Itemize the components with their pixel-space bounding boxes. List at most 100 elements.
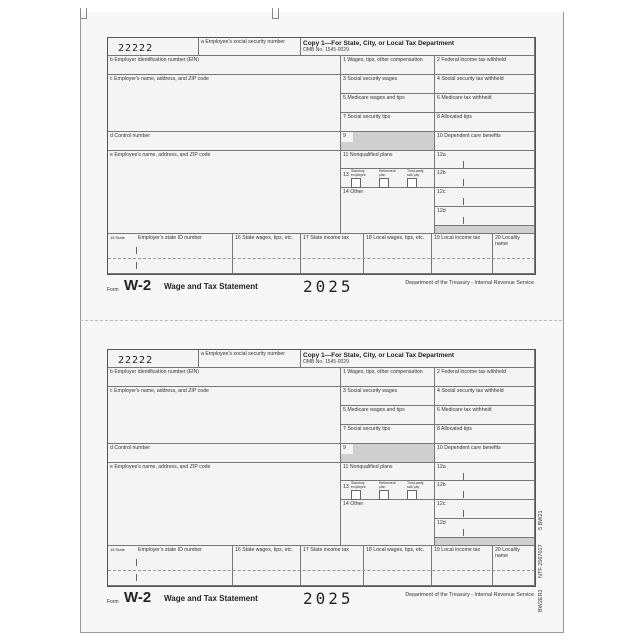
control-code-box: 22222 bbox=[108, 38, 199, 56]
box-15[interactable]: 15 State Employer's state ID number bbox=[108, 234, 233, 274]
box-15[interactable]: 15 State Employer's state ID number bbox=[108, 546, 233, 586]
box-5[interactable]: 5 Medicare wages and tips bbox=[341, 406, 435, 425]
box-10[interactable]: 10 Dependent care benefits bbox=[435, 444, 535, 463]
box-e-employee[interactable]: e Employee's name, address, and ZIP code bbox=[108, 151, 341, 234]
box-12a[interactable]: 12a bbox=[435, 463, 535, 481]
box-3[interactable]: 3 Social security wages bbox=[341, 75, 435, 94]
code-divider bbox=[463, 473, 464, 480]
box-12c[interactable]: 12c bbox=[435, 500, 535, 519]
checkbox-label: Statutory employee bbox=[351, 169, 366, 177]
box-5[interactable]: 5 Medicare wages and tips bbox=[341, 94, 435, 113]
checkbox-box13_thirdparty[interactable] bbox=[407, 178, 417, 188]
box-12b[interactable]: 12b bbox=[435, 169, 535, 188]
box-label: 12b bbox=[437, 170, 446, 176]
side-code: 5 BW21 bbox=[538, 510, 544, 530]
box-label: Employer's state ID number bbox=[138, 547, 202, 553]
checkbox-box13_statutory[interactable] bbox=[351, 490, 361, 500]
form-number: W-2 bbox=[124, 277, 152, 294]
box-label: 11 Nonqualified plans bbox=[343, 464, 393, 470]
box-2[interactable]: 2 Federal income tax withheld bbox=[435, 56, 535, 75]
box-13[interactable]: 13 Statutory employee Retirement plan Third… bbox=[341, 169, 435, 188]
box-b-ein[interactable]: b Employer identification number (EIN) bbox=[108, 368, 341, 387]
box-12d[interactable]: 12d bbox=[435, 207, 535, 226]
box-label: 17 State income tax bbox=[303, 235, 349, 241]
box-a-ssn[interactable]: a Employee's social security number bbox=[199, 350, 301, 368]
footer-form-label: Form bbox=[107, 599, 119, 605]
department-label: Department of the Treasury - Internal Re… bbox=[405, 592, 534, 598]
box-6[interactable]: 6 Medicare tax withheld bbox=[435, 94, 535, 113]
box-1[interactable]: 1 Wages, tips, other compensation bbox=[341, 368, 435, 387]
checkbox-box13_retirement[interactable] bbox=[379, 490, 389, 500]
box-7[interactable]: 7 Social security tips bbox=[341, 425, 435, 444]
box-12d[interactable]: 12d bbox=[435, 519, 535, 538]
box-e-employee[interactable]: e Employee's name, address, and ZIP code bbox=[108, 463, 341, 546]
copy-header: Copy 1—For State, City, or Local Tax Dep… bbox=[301, 350, 535, 368]
box-label: 10 Dependent care benefits bbox=[437, 133, 501, 139]
footer-form-label: Form bbox=[107, 287, 119, 293]
box-18[interactable]: 18 Local wages, tips, etc. bbox=[364, 234, 432, 274]
box-7[interactable]: 7 Social security tips bbox=[341, 113, 435, 132]
box-label: 14 Other bbox=[343, 189, 364, 195]
box-19[interactable]: 19 Local income tax bbox=[432, 546, 493, 586]
box-16[interactable]: 16 State wages, tips, etc. bbox=[233, 546, 301, 586]
omb-number: OMB No. 1545-0029 bbox=[303, 359, 349, 366]
box-2[interactable]: 2 Federal income tax withheld bbox=[435, 368, 535, 387]
box-label: 13 bbox=[343, 172, 349, 178]
checkbox-box13_retirement[interactable] bbox=[379, 178, 389, 188]
box-12c[interactable]: 12c bbox=[435, 188, 535, 207]
box-20[interactable]: 20 Locality name bbox=[493, 546, 535, 586]
box-13[interactable]: 13 Statutory employee Retirement plan Third… bbox=[341, 481, 435, 500]
box-19[interactable]: 19 Local income tax bbox=[432, 234, 493, 274]
box-4[interactable]: 4 Social security tax withheld bbox=[435, 75, 535, 94]
department-label: Department of the Treasury - Internal Re… bbox=[405, 280, 534, 286]
box-d-control[interactable]: d Control number bbox=[108, 132, 341, 151]
box-4[interactable]: 4 Social security tax withheld bbox=[435, 387, 535, 406]
form-footer: Form W-2 Wage and Tax Statement 2025 Departm… bbox=[107, 277, 534, 297]
copy-title: Copy 1—For State, City, or Local Tax Dep… bbox=[303, 40, 455, 47]
grey-shade bbox=[353, 444, 434, 462]
box-18[interactable]: 18 Local wages, tips, etc. bbox=[364, 546, 432, 586]
checkbox-box13_thirdparty[interactable] bbox=[407, 490, 417, 500]
box-11[interactable]: 11 Nonqualified plans bbox=[341, 463, 435, 481]
box-label: 5 Medicare wages and tips bbox=[343, 95, 405, 101]
box-14[interactable]: 14 Other bbox=[341, 188, 435, 234]
box-c-employer[interactable]: c Employer's name, address, and ZIP code bbox=[108, 75, 341, 132]
code-divider bbox=[463, 179, 464, 186]
box-20[interactable]: 20 Locality name bbox=[493, 234, 535, 274]
box-12b[interactable]: 12b bbox=[435, 481, 535, 500]
box-label: a Employee's social security number bbox=[201, 351, 286, 357]
box-a-ssn[interactable]: a Employee's social security number bbox=[199, 38, 301, 56]
box-b-ein[interactable]: b Employer identification number (EIN) bbox=[108, 56, 341, 75]
box-label: 7 Social security tips bbox=[343, 426, 391, 432]
box-label: 12d bbox=[437, 520, 446, 526]
box-16[interactable]: 16 State wages, tips, etc. bbox=[233, 234, 301, 274]
box-10[interactable]: 10 Dependent care benefits bbox=[435, 132, 535, 151]
control-code: 22222 bbox=[118, 355, 154, 366]
box-c-employer[interactable]: c Employer's name, address, and ZIP code bbox=[108, 387, 341, 444]
box-label: 8 Allocated tips bbox=[437, 114, 472, 120]
box-label: 4 Social security tax withheld bbox=[437, 388, 504, 394]
copy-header: Copy 1—For State, City, or Local Tax Dep… bbox=[301, 38, 535, 56]
box-14[interactable]: 14 Other bbox=[341, 500, 435, 546]
code-divider bbox=[463, 217, 464, 224]
box-8[interactable]: 8 Allocated tips bbox=[435, 113, 535, 132]
box-3[interactable]: 3 Social security wages bbox=[341, 387, 435, 406]
box-17[interactable]: 17 State income tax bbox=[301, 234, 364, 274]
box-label: 11 Nonqualified plans bbox=[343, 152, 393, 158]
box-label: 12c bbox=[437, 501, 446, 507]
checkbox-label: Third-party sick pay bbox=[407, 169, 424, 177]
box-8[interactable]: 8 Allocated tips bbox=[435, 425, 535, 444]
box-label: 7 Social security tips bbox=[343, 114, 391, 120]
box-17[interactable]: 17 State income tax bbox=[301, 546, 364, 586]
box-9[interactable]: 9 bbox=[341, 132, 435, 151]
box-1[interactable]: 1 Wages, tips, other compensation bbox=[341, 56, 435, 75]
box-11[interactable]: 11 Nonqualified plans bbox=[341, 151, 435, 169]
box-label: 19 Local income tax bbox=[434, 235, 481, 241]
box-12a[interactable]: 12a bbox=[435, 151, 535, 169]
box-label: 18 Local wages, tips, etc. bbox=[366, 235, 425, 241]
box-6[interactable]: 6 Medicare tax withheld bbox=[435, 406, 535, 425]
checkbox-box13_statutory[interactable] bbox=[351, 178, 361, 188]
box-d-control[interactable]: d Control number bbox=[108, 444, 341, 463]
box-label: 1 Wages, tips, other compensation bbox=[343, 57, 423, 63]
box-9[interactable]: 9 bbox=[341, 444, 435, 463]
